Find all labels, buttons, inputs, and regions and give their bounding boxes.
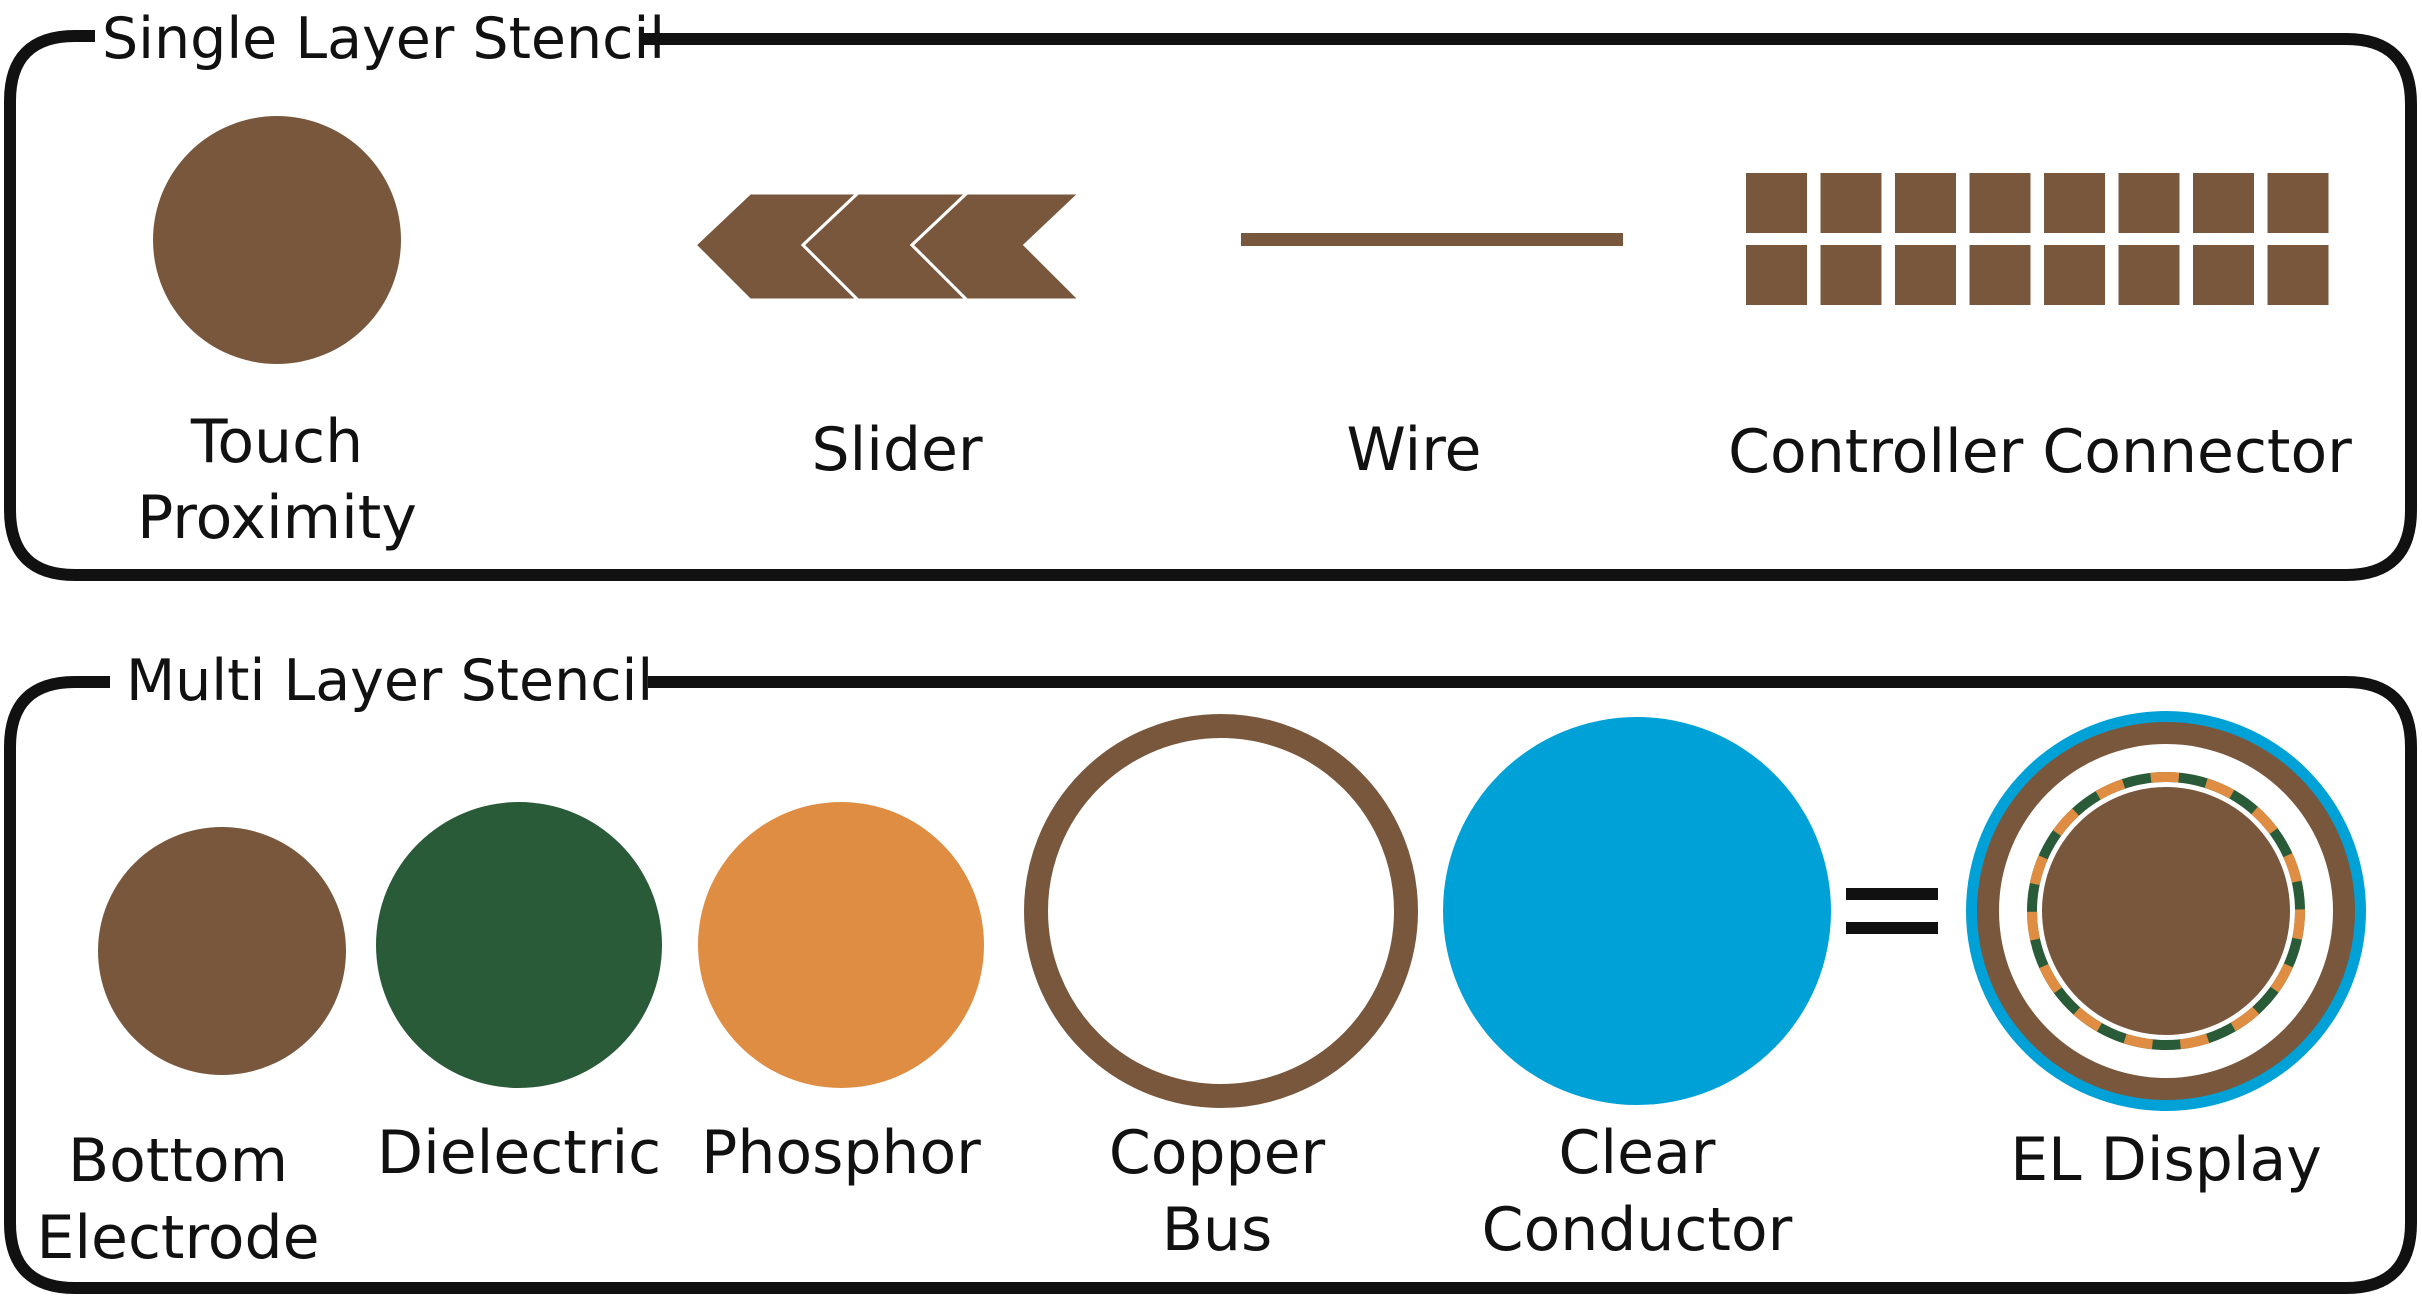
bottom-electrode-layer — [98, 827, 346, 1075]
connector-pad — [2118, 173, 2180, 233]
connector-pad — [2044, 245, 2105, 305]
copper-bus-ring — [1024, 714, 1418, 1108]
multi-layer-title: Multi Layer Stencil — [126, 648, 653, 714]
slider-label: Slider — [811, 415, 982, 485]
clear-conductor-label-line2: Conductor — [1482, 1195, 1793, 1265]
dielectric-layer — [376, 802, 662, 1088]
el-display-phosphor-ring — [2027, 772, 2305, 1050]
connector-pad — [1969, 173, 2031, 233]
wire-trace — [1241, 233, 1623, 246]
single-layer-panel: Single Layer Stencil Touch Proximity Sli… — [4, 6, 2417, 581]
connector-pad — [2193, 173, 2254, 233]
connector-pad — [2193, 245, 2254, 305]
phosphor-label: Phosphor — [701, 1118, 981, 1188]
wire-label: Wire — [1347, 415, 1482, 485]
el-display-label: EL Display — [2010, 1125, 2322, 1195]
connector-pad — [1969, 245, 2031, 305]
connector-pad — [1820, 245, 1882, 305]
slider-chevron-3 — [909, 191, 1084, 302]
bottom-electrode-label-line1: Bottom — [68, 1126, 288, 1196]
connector-pad — [2267, 173, 2329, 233]
multi-layer-panel: Multi Layer Stencil Bottom Electrode Die… — [4, 648, 2417, 1294]
connector-pad — [1895, 245, 1956, 305]
touch-label-line1: Touch — [190, 407, 363, 477]
connector-pad — [2044, 173, 2105, 233]
controller-connector-pads — [1746, 173, 2329, 305]
clear-conductor-label-line1: Clear — [1559, 1118, 1716, 1188]
copper-bus-label-line1: Copper — [1109, 1118, 1326, 1188]
copper-bus-label-line2: Bus — [1162, 1195, 1272, 1265]
connector-pad — [2267, 245, 2329, 305]
single-layer-title: Single Layer Stencil — [102, 6, 665, 72]
touch-label-line2: Proximity — [137, 483, 417, 553]
controller-connector-label: Controller Connector — [1728, 417, 2352, 487]
connector-pad — [1746, 173, 1807, 233]
multi-layer-panel-border — [4, 676, 2417, 1294]
el-display-stack — [1966, 711, 2366, 1111]
connector-pad — [1746, 245, 1807, 305]
slider-shape — [692, 191, 1084, 302]
connector-pad — [1820, 173, 1882, 233]
connector-pad — [1895, 173, 1956, 233]
clear-conductor-layer — [1443, 717, 1831, 1105]
bottom-electrode-label-line2: Electrode — [36, 1203, 319, 1273]
single-layer-panel-border — [4, 30, 2417, 581]
dielectric-label: Dielectric — [377, 1118, 661, 1188]
equals-sign — [1846, 888, 1938, 934]
touch-proximity-pad — [153, 116, 401, 364]
phosphor-layer — [698, 802, 984, 1088]
connector-pad — [2118, 245, 2180, 305]
el-display-bottom-electrode — [2042, 787, 2290, 1035]
